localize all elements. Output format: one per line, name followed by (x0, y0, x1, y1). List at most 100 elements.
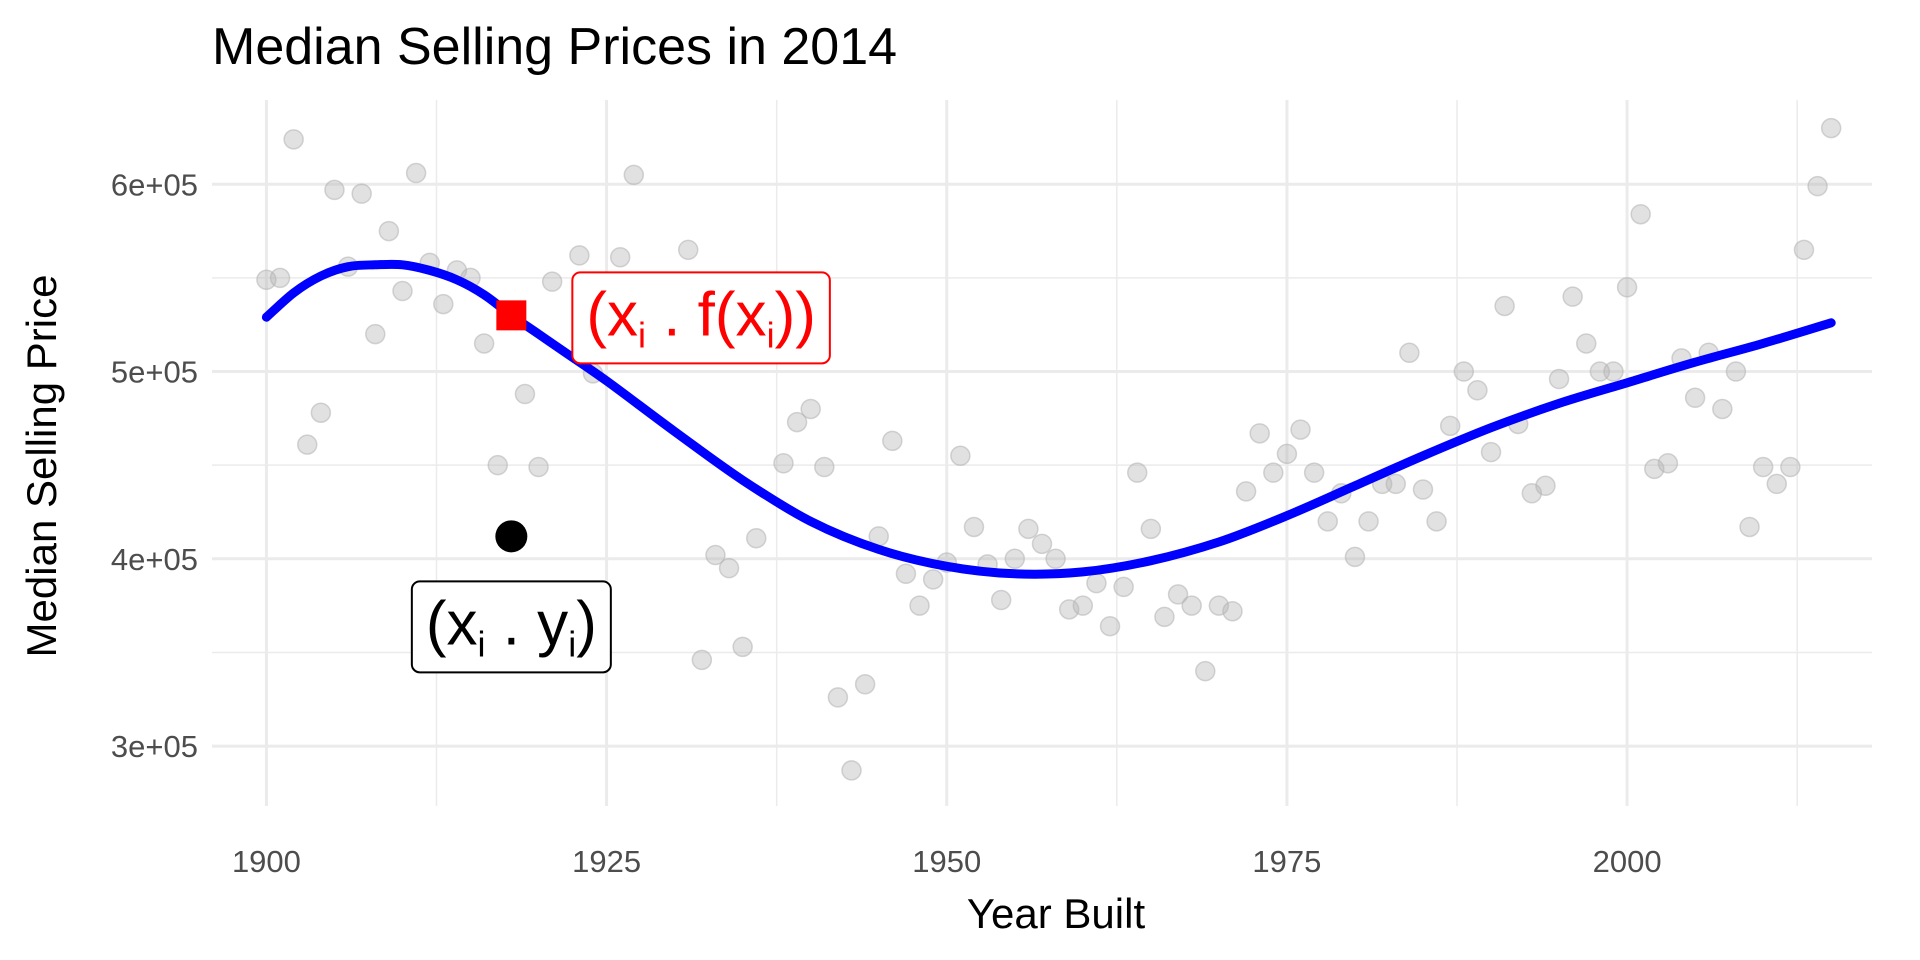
data-point (324, 179, 345, 201)
data-point (1684, 387, 1706, 409)
data-point (351, 183, 372, 204)
y-tick-label: 5e+05 (111, 355, 198, 390)
data-point (1358, 511, 1379, 532)
data-point (1657, 453, 1679, 474)
data-point (1467, 380, 1488, 401)
data-point (1317, 511, 1338, 532)
y-axis-ticks: 3e+05 4e+05 5e+05 6e+05 (111, 167, 198, 764)
data-point (1045, 548, 1066, 570)
data-point (1426, 511, 1447, 532)
data-point (1018, 518, 1039, 540)
data-point (1752, 456, 1774, 478)
data-point (528, 456, 549, 478)
data-point (1480, 441, 1502, 463)
data-point (1453, 361, 1475, 382)
observed-annotation-box (410, 580, 612, 674)
observed-annotation: (xi . yi) (410, 580, 612, 674)
data-point (296, 434, 318, 455)
data-point (1548, 368, 1570, 390)
data-point (909, 595, 930, 616)
data-point (310, 402, 332, 423)
data-point (677, 239, 699, 261)
data-point (718, 557, 740, 579)
x-tick-label: 1950 (912, 844, 981, 879)
scatter-points (256, 117, 1842, 781)
data-point (609, 247, 631, 268)
fitted-annotation-box (571, 271, 831, 365)
grid-major (212, 100, 1872, 806)
data-point (433, 293, 454, 315)
smooth-curve (261, 259, 1836, 579)
data-point (746, 527, 767, 549)
data-point (1072, 595, 1094, 616)
x-axis-ticks: 1900 1925 1950 1975 2000 (232, 844, 1662, 879)
data-point (1303, 462, 1325, 483)
data-point (1766, 473, 1788, 495)
observed-point (495, 520, 528, 553)
data-point (1140, 518, 1162, 540)
data-point (1276, 443, 1298, 465)
data-point (1385, 473, 1407, 495)
x-tick-label: 2000 (1593, 844, 1662, 879)
data-point (405, 162, 427, 184)
data-point (378, 220, 400, 242)
data-point (814, 456, 835, 478)
data-point (541, 271, 563, 292)
data-point (950, 445, 971, 467)
y-tick-label: 3e+05 (111, 729, 198, 764)
data-point (473, 333, 495, 354)
data-point (1399, 342, 1420, 364)
data-point (1535, 475, 1556, 497)
data-point (990, 589, 1012, 611)
data-point (1113, 576, 1134, 598)
data-point (1154, 606, 1175, 628)
data-point (1616, 277, 1638, 298)
data-point (1576, 333, 1597, 354)
data-point (882, 430, 903, 452)
data-point (732, 636, 753, 658)
x-tick-label: 1975 (1252, 844, 1321, 879)
x-axis-title: Year Built (967, 890, 1146, 937)
data-point (365, 323, 386, 345)
fitted-annotation: (xi . f(xi)) (571, 271, 831, 365)
data-point (1290, 419, 1311, 440)
data-point (1793, 239, 1815, 261)
data-point (705, 544, 726, 566)
data-point (1725, 361, 1747, 382)
data-point (1222, 600, 1243, 622)
data-point (1630, 203, 1651, 225)
data-point (1235, 481, 1257, 502)
data-point (1263, 462, 1284, 483)
x-tick-label: 1925 (572, 844, 641, 879)
data-point (514, 383, 536, 405)
y-tick-label: 6e+05 (111, 167, 198, 202)
data-point (691, 649, 713, 671)
fitted-annotation-label: (xi . f(xi)) (586, 280, 816, 355)
data-point (841, 760, 862, 781)
data-point (895, 563, 917, 585)
data-point (854, 674, 876, 695)
data-point (1086, 572, 1107, 594)
chart-title: Median Selling Prices in 2014 (212, 18, 897, 76)
data-point (1820, 117, 1842, 139)
data-point (269, 267, 291, 289)
data-point (1494, 295, 1515, 317)
data-point (569, 245, 590, 266)
data-point (827, 687, 849, 708)
data-point (1004, 548, 1026, 570)
data-point (283, 129, 304, 150)
data-point (1249, 423, 1270, 444)
data-point (773, 453, 794, 474)
data-point (1344, 546, 1366, 568)
data-point (1126, 462, 1148, 483)
data-point (623, 164, 645, 186)
data-point (786, 411, 808, 433)
observed-annotation-label: (xi . yi) (426, 589, 597, 664)
y-tick-label: 4e+05 (111, 542, 198, 577)
data-point (1195, 660, 1216, 682)
data-point (1780, 456, 1801, 478)
fitted-point (496, 300, 527, 331)
data-point (487, 454, 508, 476)
data-point (1167, 584, 1189, 605)
